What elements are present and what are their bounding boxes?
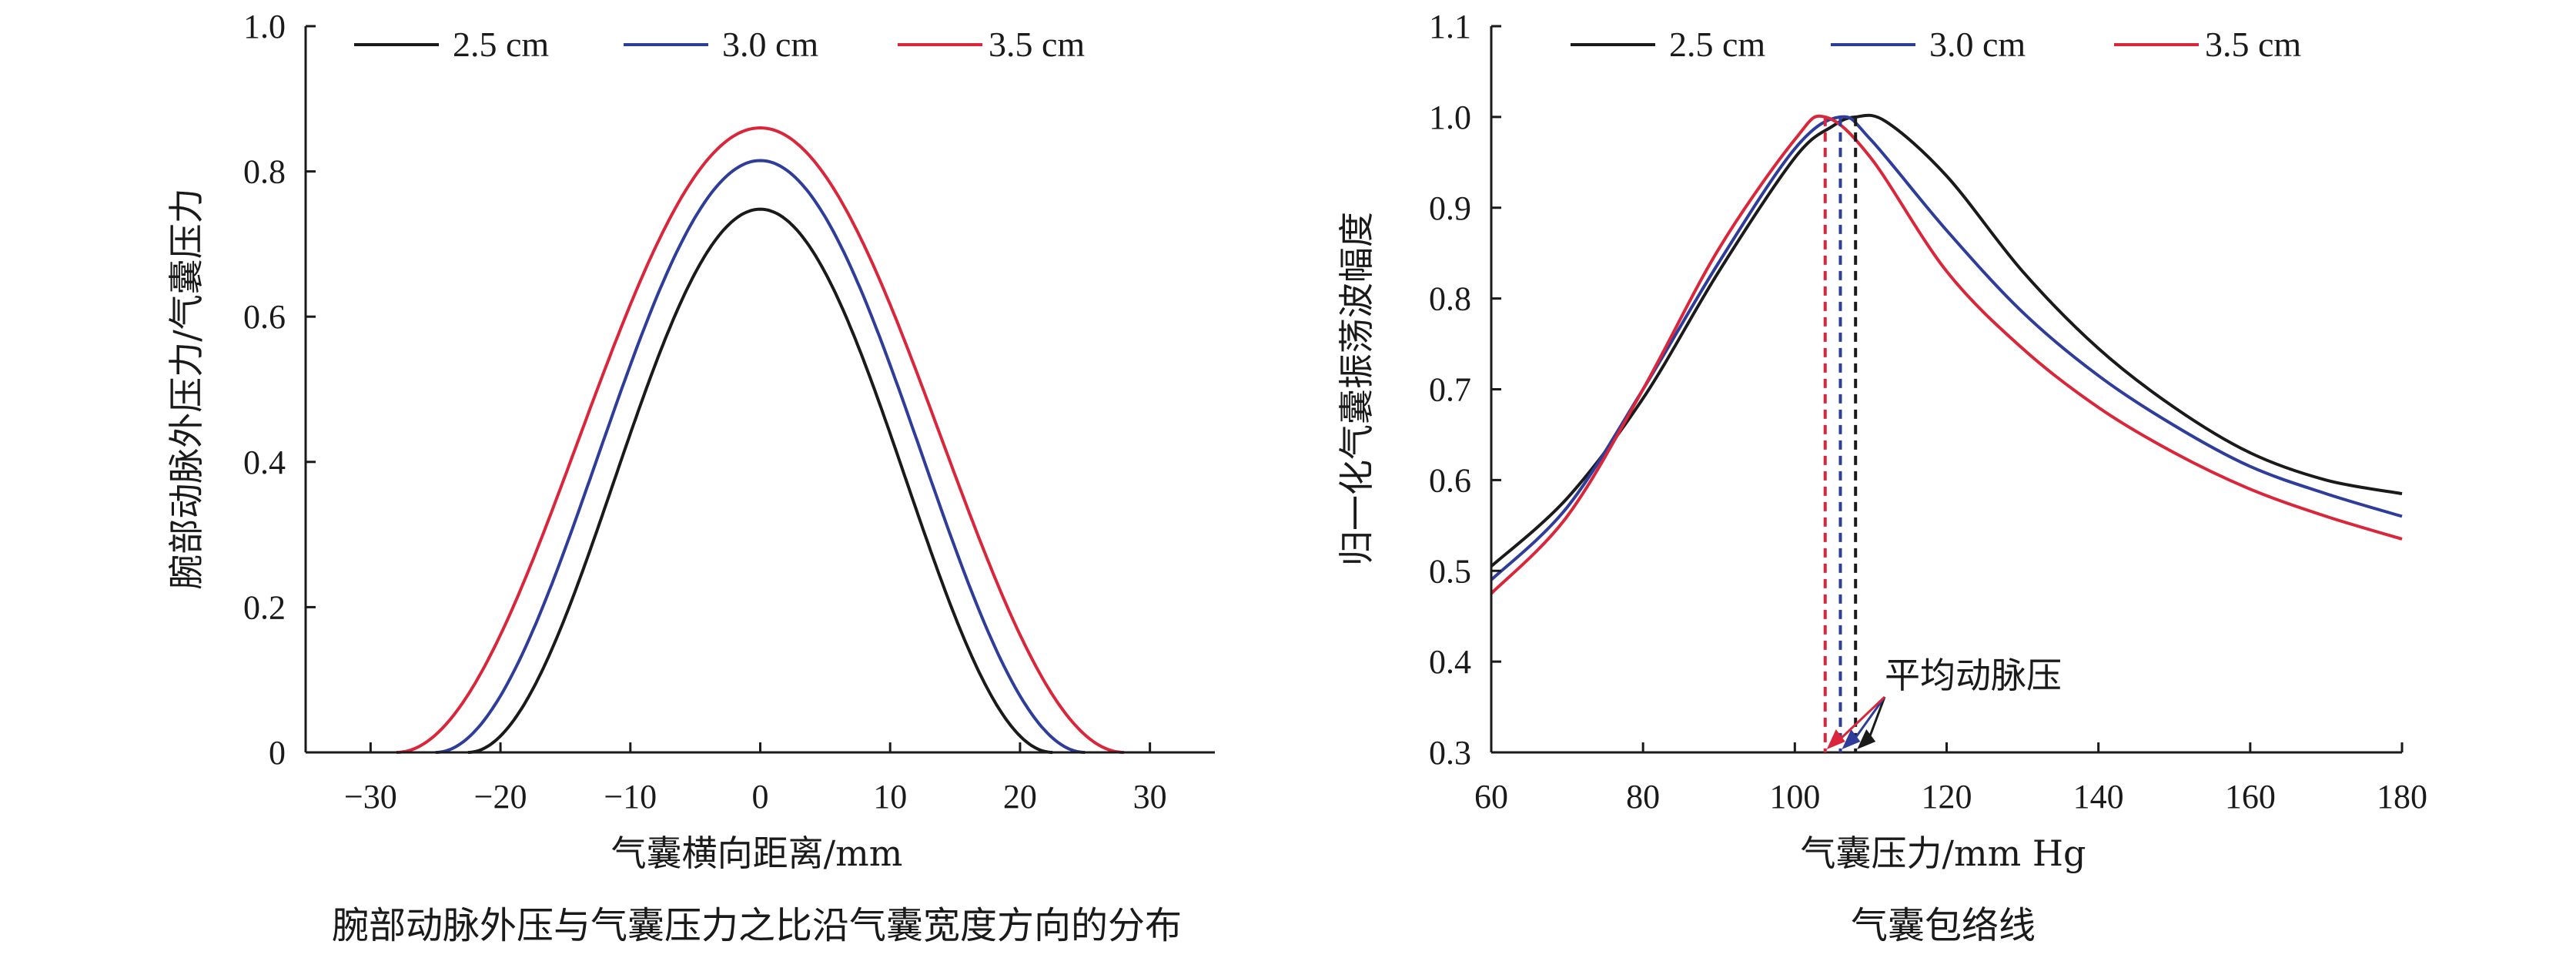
y-tick-label: 0.9 [1429,189,1471,227]
series-line [1490,114,2403,595]
y-tick-label: 0.4 [1429,643,1471,681]
series-line [435,159,1086,754]
legend-label: 2.5 cm [453,25,549,64]
x-tick-label: −20 [474,778,527,816]
x-tick-label: 10 [873,778,907,816]
y-tick-label: 0.5 [1429,552,1471,590]
x-axis-label: 气囊压力/mm Hg [1801,832,2086,874]
y-tick-label: 0.7 [1429,371,1471,409]
legend-label: 3.5 cm [989,25,1085,64]
map-annotation: 平均动脉压 [1885,655,2062,696]
series-line [1490,113,2403,568]
mean-arterial-pressure-markers [1823,116,1886,752]
x-tick-label: 180 [2377,778,2427,816]
series-line [1490,115,2403,581]
legend-label: 2.5 cm [1669,25,1765,64]
legend-label: 3.0 cm [1929,25,2026,64]
legend: 2.5 cm 3.0 cm 3.5 cm [1571,25,2301,64]
y-axis-label: 归一化气囊振荡波幅度 [1336,212,1377,566]
x-tick-label: 140 [2073,778,2124,816]
x-tick-label: 30 [1133,778,1167,816]
legend: 2.5 cm 3.0 cm 3.5 cm [354,25,1085,64]
annotation-leader-line [1866,696,1886,742]
y-tick-label: 1.0 [243,8,286,45]
series-group [1490,113,2403,595]
legend-label: 3.0 cm [722,25,818,64]
chart-cuff-envelope: 60 80 100 120 140 160 180 0.3 0.4 0.5 0.6 0.7 0.8 0.9… [1336,8,2427,947]
x-tick-label: 20 [1003,778,1037,816]
annotation-arrowhead [1857,729,1876,749]
tick-labels: 60 80 100 120 140 160 180 0.3 0.4 0.5 0.6 0.7 0.8 0.9… [1429,8,2427,816]
x-tick-label: −30 [344,778,397,816]
y-tick-label: 0.2 [243,588,286,626]
y-tick-label: 1.1 [1429,8,1471,45]
chart-caption: 腕部动脉外压与气囊压力之比沿气囊宽度方向的分布 [332,904,1182,947]
axes [1490,25,2404,754]
chart-arterial-pressure-ratio: −30 −20 −10 0 10 20 30 0 0.2 0.4 0.6 0.8 1.0 2.5 cm 3… [166,8,1215,947]
y-tick-label: 0.6 [1429,461,1471,499]
annotation-leader-line [1852,696,1886,742]
x-tick-label: 160 [2225,778,2276,816]
series-line [467,207,1053,754]
x-tick-label: 100 [1769,778,1820,816]
y-tick-label: 1.0 [1429,99,1471,136]
y-tick-label: 0.4 [243,444,286,481]
x-tick-label: 120 [1922,778,1972,816]
annotation-arrowhead [1826,729,1845,749]
x-tick-label: 0 [752,778,769,816]
x-tick-label: 60 [1474,778,1508,816]
y-axis-label: 腕部动脉外压力/气囊压力 [166,188,207,590]
chart-caption: 气囊包络线 [1851,904,2036,947]
series-group [396,126,1124,754]
x-axis-label: 气囊横向距离/mm [611,832,903,874]
annotation-leader-line [1836,695,1886,743]
y-tick-label: 0.6 [243,298,286,336]
y-tick-label: 0.8 [243,153,286,191]
x-tick-label: −10 [604,778,657,816]
series-line [396,126,1124,754]
y-tick-label: 0.8 [1429,280,1471,318]
x-tick-label: 80 [1626,778,1660,816]
y-tick-label: 0 [269,734,286,772]
axes [304,25,1215,754]
y-tick-label: 0.3 [1429,734,1471,772]
legend-label: 3.5 cm [2205,25,2301,64]
annotation-arrowhead [1842,729,1861,749]
tick-labels: −30 −20 −10 0 10 20 30 0 0.2 0.4 0.6 0.8 1.0 [243,8,1167,816]
